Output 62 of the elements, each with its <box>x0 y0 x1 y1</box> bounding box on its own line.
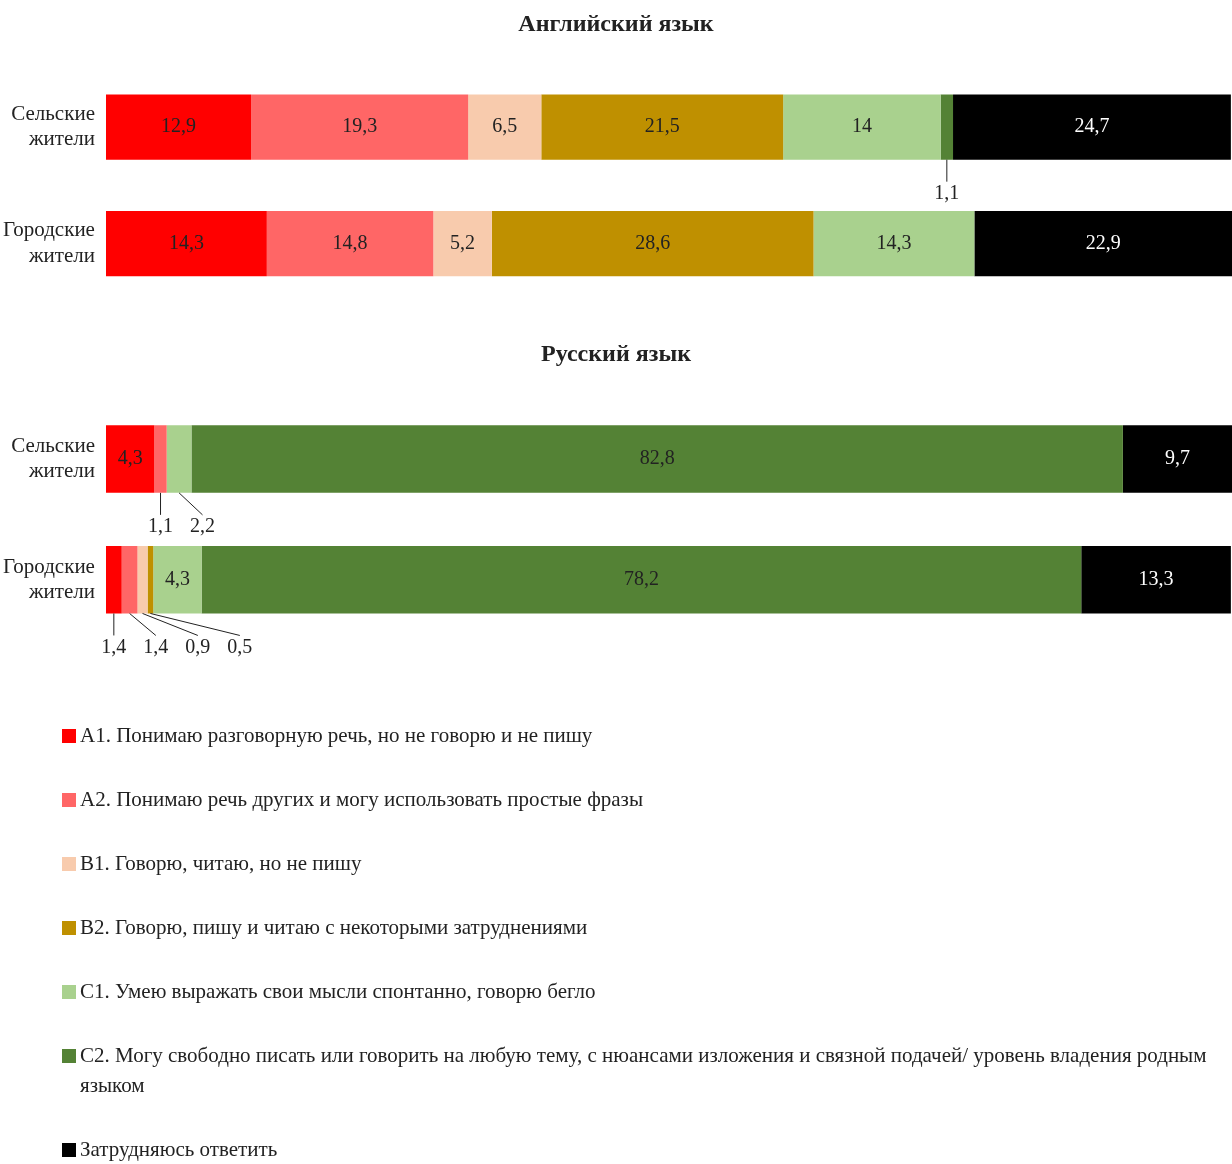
legend-label: A2. Понимаю речь других и могу использовать простые фразы <box>80 786 643 813</box>
data-label: 0,5 <box>227 634 253 657</box>
bar <box>783 94 941 160</box>
bar <box>105 425 155 493</box>
bar <box>541 94 784 160</box>
data-label: 1,1 <box>934 180 960 203</box>
bar <box>251 94 469 160</box>
bar <box>1081 545 1231 614</box>
legend-label: C1. Умею выражать свои мысли спонтанно, говорю бегло <box>80 978 596 1005</box>
data-label: 14,3 <box>168 230 204 253</box>
bar <box>201 545 1082 614</box>
data-label: 14 <box>851 114 872 137</box>
y-tick-label: Городские жители <box>2 553 95 603</box>
data-label: 1,1 <box>148 514 174 537</box>
data-label: 24,7 <box>1074 114 1110 137</box>
bar <box>940 94 954 160</box>
y-tick-label: Сельские жители <box>11 100 95 151</box>
bar <box>1122 425 1232 493</box>
data-label: 82,8 <box>639 446 675 469</box>
data-label: 4,3 <box>164 566 190 589</box>
legend-label: C2. Могу свободно писать или говорить на любую тему, с нюансами изложения и связной подачей/ уровень владения родным языком <box>80 1042 1208 1099</box>
bar <box>974 210 1232 277</box>
data-label: 12,9 <box>161 114 197 137</box>
bar <box>266 210 434 277</box>
data-label: 6,5 <box>492 114 518 137</box>
bar <box>105 94 252 160</box>
bar <box>468 94 542 160</box>
legend-label: B2. Говорю, пишу и читаю с некоторыми затруднениями <box>80 914 588 941</box>
bar <box>105 210 267 277</box>
data-label: 21,5 <box>644 114 680 137</box>
data-label: 9,7 <box>1164 446 1190 469</box>
data-label: 22,9 <box>1085 230 1121 253</box>
legend-label: B1. Говорю, читаю, но не пишу <box>80 850 362 877</box>
data-label: 5,2 <box>450 230 476 253</box>
data-label: 0,9 <box>185 634 211 657</box>
bar <box>953 94 1231 160</box>
chart-title: Русский язык <box>541 339 692 366</box>
bar <box>153 545 202 614</box>
bar <box>491 210 814 277</box>
data-label: 1,4 <box>143 634 169 657</box>
data-label: 14,8 <box>332 230 368 253</box>
bar <box>813 210 975 277</box>
legend-label: A1. Понимаю разговорную речь, но не говорю и не пишу <box>80 722 593 749</box>
y-tick-label: Городские жители <box>2 217 95 267</box>
bar <box>166 425 192 493</box>
bar <box>433 210 492 277</box>
legend-label: Затрудняюсь ответить <box>80 1136 278 1163</box>
data-label: 13,3 <box>1138 566 1174 589</box>
bar <box>121 545 138 614</box>
data-label: 19,3 <box>342 114 378 137</box>
y-tick-label: Сельские жители <box>11 433 95 483</box>
bar <box>137 545 148 614</box>
bar <box>105 545 122 614</box>
bar <box>154 425 167 493</box>
data-label: 2,2 <box>190 514 216 537</box>
data-label: 78,2 <box>623 566 659 589</box>
data-label: 14,3 <box>876 230 912 253</box>
data-label: 4,3 <box>117 446 143 469</box>
chart-title: Английский язык <box>518 9 714 36</box>
data-label: 1,4 <box>101 634 127 657</box>
bar <box>191 425 1123 493</box>
data-label: 28,6 <box>635 230 671 253</box>
